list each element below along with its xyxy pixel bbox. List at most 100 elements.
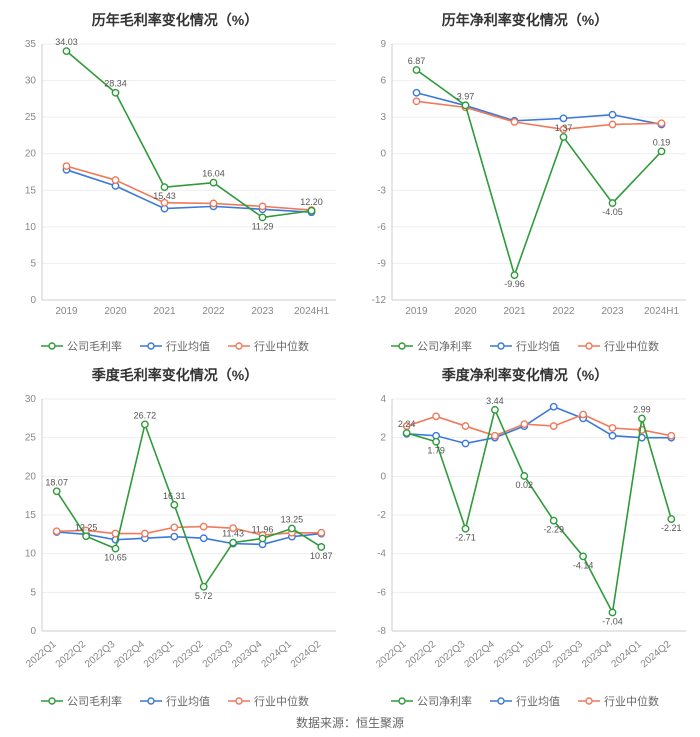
svg-text:2019: 2019	[405, 306, 428, 317]
legend-item-company: 公司净利率	[391, 693, 472, 709]
svg-text:2022: 2022	[552, 306, 575, 317]
legend-label-median: 行业中位数	[604, 338, 659, 354]
svg-text:2024H1: 2024H1	[644, 306, 679, 317]
legend-label-company: 公司毛利率	[67, 338, 122, 354]
svg-text:-6: -6	[377, 222, 386, 233]
svg-text:16.31: 16.31	[163, 491, 186, 501]
svg-text:-4: -4	[377, 549, 386, 560]
svg-text:5: 5	[30, 258, 36, 269]
svg-text:2022Q2: 2022Q2	[54, 639, 89, 671]
svg-text:-2: -2	[377, 510, 386, 521]
svg-text:-6: -6	[377, 587, 386, 598]
svg-text:2023Q1: 2023Q1	[142, 639, 177, 671]
chart-annual-gross: 05101520253035201920202021202220232024H1…	[4, 34, 344, 334]
svg-text:10: 10	[25, 549, 37, 560]
legend-label-company: 公司净利率	[417, 693, 472, 709]
svg-text:15.43: 15.43	[153, 191, 176, 201]
svg-text:-8: -8	[377, 626, 386, 637]
legend-item-mean: 行业均值	[490, 693, 560, 709]
svg-text:34.03: 34.03	[55, 37, 78, 47]
svg-text:5: 5	[30, 587, 36, 598]
legend-swatch-median	[578, 341, 600, 351]
svg-text:11.29: 11.29	[252, 221, 274, 231]
legend-item-median: 行业中位数	[228, 338, 309, 354]
svg-text:2023: 2023	[251, 306, 274, 317]
svg-text:2022Q4: 2022Q4	[462, 639, 497, 671]
svg-text:2023Q4: 2023Q4	[230, 639, 265, 671]
title-annual-gross: 历年毛利率变化情况（%）	[4, 10, 346, 30]
legend-item-company: 公司毛利率	[41, 693, 122, 709]
legend-item-company: 公司净利率	[391, 338, 472, 354]
title-quarter-net: 季度净利率变化情况（%）	[354, 365, 696, 385]
legend-swatch-company	[391, 696, 413, 706]
svg-text:2023Q4: 2023Q4	[580, 639, 615, 671]
svg-text:2023Q1: 2023Q1	[492, 639, 527, 671]
svg-text:2022Q3: 2022Q3	[83, 639, 118, 671]
legend-label-median: 行业中位数	[604, 693, 659, 709]
svg-text:2022Q2: 2022Q2	[404, 639, 439, 671]
svg-text:2023Q3: 2023Q3	[201, 639, 236, 671]
legend-swatch-median	[228, 696, 250, 706]
legend-label-median: 行业中位数	[254, 338, 309, 354]
legend-label-company: 公司毛利率	[67, 693, 122, 709]
svg-text:2023Q2: 2023Q2	[171, 639, 206, 671]
svg-text:6: 6	[380, 76, 386, 87]
svg-text:1.37: 1.37	[555, 123, 573, 133]
legend-label-company: 公司净利率	[417, 338, 472, 354]
legend-swatch-mean	[140, 341, 162, 351]
svg-text:0: 0	[30, 295, 36, 306]
svg-text:35: 35	[25, 39, 37, 50]
legend-swatch-median	[228, 341, 250, 351]
legend-annual-gross: 公司毛利率 行业均值 行业中位数	[4, 338, 346, 354]
svg-text:20: 20	[25, 149, 37, 160]
svg-text:12.25: 12.25	[75, 522, 98, 532]
svg-text:2022Q3: 2022Q3	[433, 639, 468, 671]
legend-item-mean: 行业均值	[140, 693, 210, 709]
legend-item-median: 行业中位数	[578, 338, 659, 354]
svg-text:2024Q1: 2024Q1	[259, 639, 294, 671]
chart-grid: 历年毛利率变化情况（%） 051015202530352019202020212…	[0, 0, 700, 710]
title-quarter-gross: 季度毛利率变化情况（%）	[4, 365, 346, 385]
legend-item-median: 行业中位数	[228, 693, 309, 709]
svg-text:6.87: 6.87	[408, 56, 426, 66]
svg-text:9: 9	[380, 39, 386, 50]
svg-text:-2.29: -2.29	[543, 525, 564, 535]
panel-quarter-net: 季度净利率变化情况（%） -8-6-4-20242022Q12022Q22022…	[350, 355, 700, 710]
svg-text:2022: 2022	[202, 306, 225, 317]
svg-text:-3: -3	[377, 185, 386, 196]
svg-text:2022Q1: 2022Q1	[374, 639, 409, 671]
svg-text:16.04: 16.04	[202, 169, 225, 179]
legend-label-median: 行业中位数	[254, 693, 309, 709]
svg-text:0.19: 0.19	[653, 137, 671, 147]
chart-annual-net: -12-9-6-30369201920202021202220232024H16…	[354, 34, 694, 334]
svg-text:18.07: 18.07	[45, 477, 68, 487]
legend-label-mean: 行业均值	[516, 693, 560, 709]
svg-text:15: 15	[25, 510, 37, 521]
svg-text:15: 15	[25, 185, 37, 196]
svg-text:2020: 2020	[454, 306, 477, 317]
svg-text:2023: 2023	[601, 306, 624, 317]
svg-text:2024Q2: 2024Q2	[639, 639, 674, 671]
chart-quarter-gross: 0510152025302022Q12022Q22022Q32022Q42023…	[4, 389, 344, 689]
legend-label-mean: 行业均值	[166, 693, 210, 709]
svg-text:25: 25	[25, 433, 37, 444]
svg-text:2019: 2019	[55, 306, 78, 317]
svg-text:3.97: 3.97	[457, 91, 475, 101]
svg-text:13.25: 13.25	[281, 515, 304, 525]
svg-text:-4.05: -4.05	[602, 207, 623, 217]
svg-text:4: 4	[380, 394, 386, 405]
legend-annual-net: 公司净利率行业均值行业中位数	[354, 338, 696, 354]
svg-text:26.72: 26.72	[134, 410, 157, 420]
svg-text:2.24: 2.24	[398, 419, 416, 429]
panel-annual-net: 历年净利率变化情况（%） -12-9-6-3036920192020202120…	[350, 0, 700, 355]
svg-text:1.79: 1.79	[427, 446, 445, 456]
legend-swatch-mean	[490, 341, 512, 351]
legend-item-mean: 行业均值	[140, 338, 210, 354]
svg-text:3: 3	[380, 112, 386, 123]
svg-text:10.65: 10.65	[104, 553, 127, 563]
svg-text:-12: -12	[372, 295, 387, 306]
svg-text:-9: -9	[377, 258, 386, 269]
svg-text:2024Q2: 2024Q2	[289, 639, 324, 671]
svg-text:-2.21: -2.21	[661, 523, 682, 533]
svg-text:30: 30	[25, 76, 37, 87]
